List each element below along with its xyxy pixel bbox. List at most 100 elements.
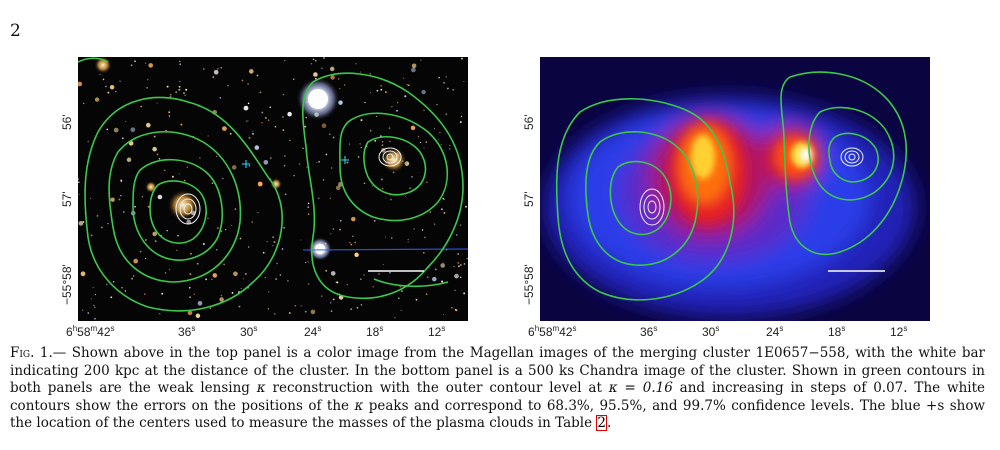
star [454, 273, 459, 279]
star [78, 220, 84, 226]
center-markers-left [242, 156, 349, 168]
star [306, 166, 308, 168]
star [115, 90, 117, 93]
star [350, 308, 352, 310]
star [252, 130, 254, 132]
star [351, 216, 356, 222]
star [100, 226, 103, 229]
star [156, 102, 158, 104]
star [205, 278, 208, 281]
star [256, 74, 259, 77]
star [267, 119, 270, 121]
star [179, 63, 182, 66]
star [139, 250, 142, 253]
x-tick-24-right: 24s [766, 324, 784, 339]
star [380, 88, 383, 91]
star [438, 76, 440, 79]
star [266, 241, 268, 243]
star [325, 153, 328, 156]
star [233, 271, 238, 277]
lensing-contours-right [555, 71, 908, 301]
page-number: 2 [10, 21, 21, 41]
star [168, 115, 171, 117]
galaxy-small-1 [145, 181, 157, 193]
star [112, 281, 115, 283]
x-tick-18-left: 18s [366, 324, 384, 339]
star [429, 211, 432, 213]
star [156, 153, 159, 156]
star [410, 125, 416, 131]
star [391, 106, 393, 108]
star [375, 115, 377, 118]
star [426, 181, 428, 183]
star [284, 193, 287, 195]
star [105, 85, 107, 88]
star [321, 295, 323, 297]
star [411, 63, 417, 69]
star [242, 278, 244, 280]
star [465, 205, 467, 208]
star [183, 179, 186, 182]
star [432, 276, 437, 282]
star [288, 312, 291, 314]
star [363, 274, 365, 276]
star [202, 243, 205, 245]
star [460, 115, 463, 118]
star [332, 298, 335, 301]
star [270, 157, 272, 159]
star [187, 310, 193, 316]
bleed-trail [302, 248, 468, 251]
star [417, 135, 420, 138]
star [388, 127, 391, 129]
star [307, 202, 310, 205]
star [90, 197, 92, 199]
y-tick-56-right: 56' [522, 114, 536, 130]
lensing-contours-left [78, 57, 464, 312]
star [168, 268, 171, 271]
star [284, 155, 286, 157]
star [371, 185, 374, 187]
table-reference-link[interactable]: 2 [596, 415, 607, 431]
star [152, 146, 157, 152]
star [251, 221, 253, 223]
star [144, 257, 147, 260]
star [131, 277, 134, 280]
star [411, 176, 413, 178]
star [310, 63, 313, 65]
star [433, 223, 436, 225]
star [122, 211, 125, 213]
star [459, 276, 462, 279]
star [222, 177, 224, 180]
star [339, 228, 342, 231]
star [422, 251, 425, 254]
star [176, 249, 178, 251]
star [413, 228, 415, 230]
star [300, 305, 302, 307]
star [170, 94, 172, 96]
star [87, 312, 90, 314]
star [248, 165, 251, 167]
star [152, 231, 158, 237]
star [360, 278, 362, 280]
star [439, 131, 441, 134]
star [247, 120, 249, 122]
y-tick-57-left: 57' [60, 191, 74, 207]
star [94, 306, 96, 309]
star [415, 298, 418, 301]
star [369, 73, 371, 75]
star [407, 239, 409, 241]
star [247, 102, 250, 105]
star [453, 266, 455, 268]
star [449, 144, 451, 146]
star [171, 175, 174, 178]
star [109, 84, 115, 90]
star [184, 94, 186, 97]
star [203, 68, 205, 70]
star [307, 261, 309, 263]
star [385, 197, 387, 199]
star [231, 291, 234, 294]
star [96, 215, 99, 217]
star [287, 280, 289, 282]
star [263, 159, 269, 165]
star [451, 306, 453, 309]
